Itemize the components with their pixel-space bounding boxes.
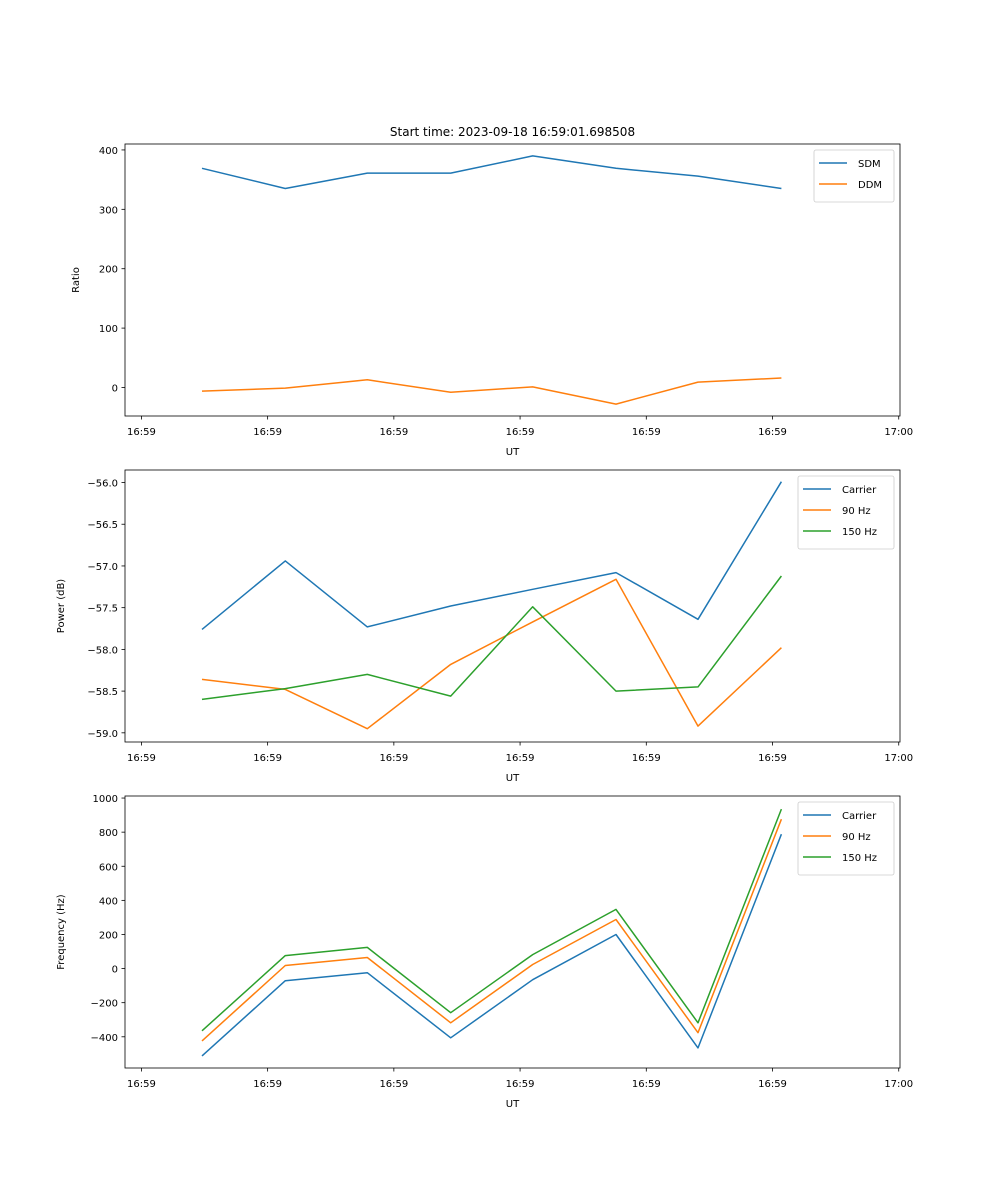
y-tick-label: −58.0: [87, 645, 118, 656]
legend: Carrier 90 Hz 150 Hz: [797, 801, 895, 876]
x-tick-label: 17:00: [884, 427, 913, 438]
legend-label: Carrier: [842, 485, 877, 496]
x-tick-label: 16:59: [758, 427, 787, 438]
x-tick-label: 16:59: [758, 753, 787, 764]
x-tick-label: 16:59: [253, 1079, 282, 1090]
x-tick-label: 16:59: [632, 1079, 661, 1090]
y-tick-label: 1000: [93, 794, 118, 805]
y-tick-label: 200: [99, 265, 118, 276]
x-axis-label: UT: [506, 1099, 520, 1110]
series-line-150-hz: [201, 575, 782, 701]
legend-label: 150 Hz: [842, 527, 877, 538]
x-axis-label: UT: [506, 773, 520, 784]
x-tick-label: 16:59: [506, 427, 535, 438]
y-tick-label: −59.0: [87, 729, 118, 740]
series-line-carrier: [201, 833, 783, 1057]
x-tick-label: 16:59: [506, 1079, 535, 1090]
x-tick-label: 16:59: [632, 753, 661, 764]
y-tick-label: −56.0: [87, 479, 118, 490]
series-line-ddm: [201, 377, 782, 405]
subplot-1: 16:59 16:59 16:59 16:59 16:59 16:59 17:00 0 100 2…: [71, 125, 913, 458]
x-tick-label: 16:59: [253, 753, 282, 764]
series-line-carrier: [201, 481, 783, 630]
axes-frame: [124, 795, 901, 1069]
x-tick-label: 17:00: [884, 753, 913, 764]
y-tick-label: 800: [99, 828, 118, 839]
axes-frame: [124, 143, 901, 417]
y-tick-label: 0: [112, 965, 118, 976]
series-line-sdm: [201, 155, 782, 190]
y-tick-label: −200: [91, 999, 118, 1010]
subplot-2: 16:59 16:59 16:59 16:59 16:59 16:59 17:00 −59.0…: [56, 469, 913, 784]
legend: SDM DDM: [813, 149, 895, 203]
series-line-150-hz: [201, 808, 783, 1032]
y-tick-label: −400: [91, 1033, 118, 1044]
legend-label: Carrier: [842, 811, 877, 822]
x-tick-label: 16:59: [632, 427, 661, 438]
x-tick-label: 16:59: [506, 753, 535, 764]
y-tick-label: 0: [112, 383, 118, 394]
x-tick-label: 16:59: [253, 427, 282, 438]
series-line-90-hz: [201, 578, 782, 730]
legend-label: 150 Hz: [842, 853, 877, 864]
y-tick-label: −58.5: [87, 687, 118, 698]
legend-label: DDM: [858, 180, 882, 191]
legend: Carrier 90 Hz 150 Hz: [797, 475, 895, 550]
x-tick-label: 16:59: [127, 753, 156, 764]
legend-label: 90 Hz: [842, 832, 871, 843]
x-tick-label: 16:59: [127, 427, 156, 438]
legend-box: [813, 149, 895, 203]
y-tick-label: −57.5: [87, 604, 118, 615]
legend-label: 90 Hz: [842, 506, 871, 517]
y-tick-label: −56.5: [87, 520, 118, 531]
y-tick-label: 300: [99, 205, 118, 216]
series-line-90-hz: [201, 818, 783, 1042]
x-tick-label: 16:59: [379, 427, 408, 438]
x-tick-label: 16:59: [127, 1079, 156, 1090]
x-tick-label: 16:59: [379, 753, 408, 764]
y-axis-label: Power (dB): [56, 579, 67, 634]
axes-frame: [124, 469, 901, 743]
x-axis-label: UT: [506, 447, 520, 458]
y-tick-label: 600: [99, 862, 118, 873]
x-tick-label: 17:00: [884, 1079, 913, 1090]
y-axis-label: Ratio: [71, 267, 82, 293]
x-tick-label: 16:59: [379, 1079, 408, 1090]
chart-title: Start time: 2023-09-18 16:59:01.698508: [390, 125, 635, 139]
y-tick-label: 400: [99, 146, 118, 157]
legend-label: SDM: [858, 159, 881, 170]
y-tick-label: 200: [99, 930, 118, 941]
subplot-3: 16:59 16:59 16:59 16:59 16:59 16:59 17:00 −400 −…: [56, 794, 913, 1110]
y-tick-label: 100: [99, 324, 118, 335]
y-tick-label: −57.0: [87, 562, 118, 573]
x-tick-label: 16:59: [758, 1079, 787, 1090]
y-tick-label: 400: [99, 896, 118, 907]
y-axis-label: Frequency (Hz): [56, 894, 67, 970]
